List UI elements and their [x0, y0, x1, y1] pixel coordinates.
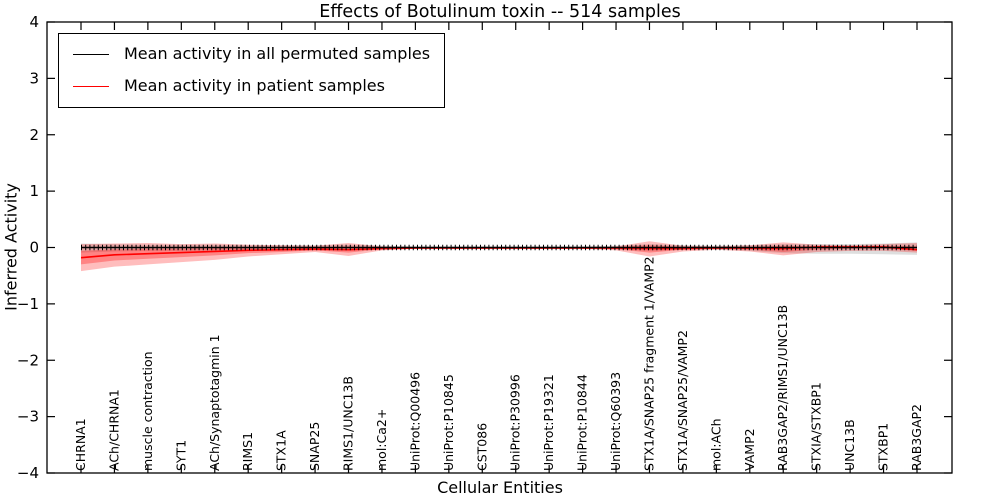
y-tick-label: −3 [17, 408, 39, 426]
y-tick-label: −2 [17, 351, 39, 369]
y-tick-label: 4 [29, 13, 39, 31]
y-tick-label: −1 [17, 295, 39, 313]
x-tick-label: UniProt:P30996 [508, 374, 523, 471]
x-tick-label: muscle contraction [140, 351, 155, 471]
x-tick-label: CST086 [474, 423, 489, 471]
legend-item-permuted: Mean activity in all permuted samples [73, 42, 430, 66]
legend-item-patient: Mean activity in patient samples [73, 74, 430, 98]
x-tick-label: RIMS1/UNC13B [341, 376, 356, 471]
x-tick-label: SNAP25 [307, 422, 322, 471]
x-tick-label: UniProt:Q00496 [407, 372, 422, 471]
x-tick-label: VAMP2 [742, 428, 757, 471]
x-tick-label: STX1A/SNAP25/VAMP2 [675, 330, 690, 471]
x-axis-label: Cellular Entities [437, 478, 563, 497]
x-tick-label: STXBP1 [876, 423, 891, 471]
y-tick-label: 2 [29, 126, 39, 144]
y-tick-label: 1 [29, 182, 39, 200]
x-tick-label: ACh/Synaptotagmin 1 [207, 334, 222, 471]
legend: Mean activity in all permuted samples Me… [58, 33, 446, 108]
x-tick-label: UniProt:Q60393 [608, 372, 623, 471]
x-tick-label: STX1A/SNAP25 fragment 1/VAMP2 [641, 256, 656, 471]
permuted-line-swatch [73, 53, 109, 55]
chart-title: Effects of Botulinum toxin -- 514 sample… [319, 2, 681, 22]
x-tick-label: UniProt:P10844 [575, 374, 590, 471]
x-tick-label: SYT1 [173, 440, 188, 471]
x-tick-label: mol:Ca2+ [374, 409, 389, 471]
x-tick-label: RIMS1 [240, 432, 255, 471]
y-tick-label: −4 [17, 464, 39, 482]
x-tick-label: UNC13B [842, 419, 857, 471]
x-tick-label: RAB3GAP2 [909, 404, 924, 471]
x-tick-label: CHRNA1 [73, 418, 88, 471]
x-tick-label: STXIA/STXBP1 [809, 382, 824, 471]
legend-label-permuted: Mean activity in all permuted samples [124, 44, 431, 63]
x-tick-label: UniProt:P19321 [541, 374, 556, 471]
x-tick-label: UniProt:P10845 [441, 374, 456, 471]
y-tick-label: 3 [29, 69, 39, 87]
x-tick-label: RAB3GAP2/RIMS1/UNC13B [775, 305, 790, 471]
patient-line-swatch [73, 85, 109, 87]
legend-label-patient: Mean activity in patient samples [124, 76, 385, 95]
x-tick-label: ACh/CHRNA1 [106, 389, 121, 471]
y-tick-label: 0 [29, 239, 39, 257]
x-tick-label: STX1A [274, 430, 289, 471]
y-axis-label: Inferred Activity [1, 183, 21, 311]
x-tick-label: mol:ACh [708, 419, 723, 472]
